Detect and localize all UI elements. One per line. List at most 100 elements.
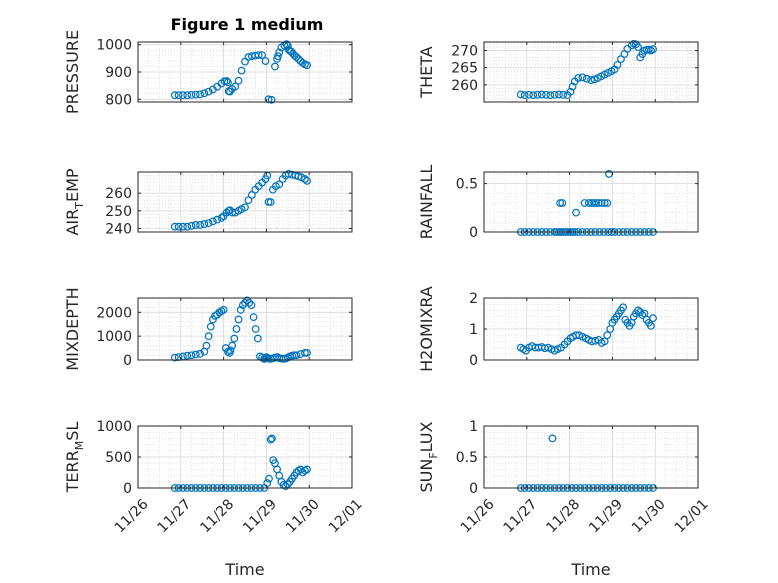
data-point [572, 208, 580, 217]
y-axis-label: TERRMSL [63, 422, 86, 494]
data-point [520, 91, 529, 100]
data-point [638, 311, 647, 319]
panel-rainfall: 0 0.5 RAINFALL [417, 165, 699, 241]
x-tick-label: 12/01 [326, 496, 366, 536]
data-point [516, 90, 525, 99]
panel-h2omixra: 0 1 2 H2OMIXRA [417, 286, 699, 372]
data-point [206, 322, 215, 331]
data-point [558, 199, 567, 207]
data-point [204, 219, 213, 228]
data-point [542, 90, 550, 99]
data-point [200, 220, 209, 228]
data-point [236, 306, 245, 314]
data-point [202, 341, 211, 350]
y-tick-label: 270 [451, 44, 478, 60]
data-point [234, 76, 243, 85]
y-axis-label: SUNFLUX [417, 421, 440, 492]
data-point [597, 199, 606, 207]
data-point [600, 199, 609, 207]
data-point [245, 298, 254, 307]
data-point [234, 315, 243, 324]
axes-box [483, 171, 699, 233]
data-point [208, 217, 217, 226]
data-point [294, 55, 303, 63]
figure-title: Figure 1 medium [171, 15, 324, 34]
y-tick-label: 2 [469, 291, 478, 307]
data-point [266, 198, 275, 206]
data-point [281, 482, 290, 491]
y-tick-label: 260 [451, 78, 478, 94]
data-point [223, 78, 232, 87]
data-point [587, 76, 595, 84]
y-axis-label: THETA [417, 46, 436, 98]
data-point [303, 176, 311, 185]
data-point [179, 222, 187, 231]
y-tick-label: 1000 [96, 38, 132, 54]
data-point [582, 74, 591, 83]
data-point [590, 75, 599, 84]
data-point [594, 199, 603, 207]
data-point [191, 221, 200, 229]
y-tick-label: 0 [123, 481, 132, 497]
data-point [566, 87, 575, 96]
y-tick-label: 240 [105, 221, 132, 237]
y-tick-label: 800 [105, 92, 132, 108]
data-point [232, 325, 241, 333]
data-point [174, 222, 183, 231]
data-point [574, 74, 583, 82]
data-point [555, 90, 563, 99]
data-point [619, 303, 627, 312]
data-point [187, 91, 196, 99]
data-point [578, 73, 587, 82]
data-point [237, 66, 246, 75]
y-tick-label: 900 [105, 65, 132, 81]
data-point [649, 314, 657, 323]
data-point [222, 77, 231, 85]
y-tick-label: 265 [451, 61, 478, 77]
y-tick-label: 1 [469, 419, 478, 435]
data-point [613, 61, 622, 69]
data-point [241, 203, 249, 212]
data-point [533, 90, 542, 99]
panel-terrmsl: 0 500 1000 TERRMSL 11/26 11/27 11/28 11/29 11/30… [63, 419, 366, 579]
axes-box [137, 171, 353, 233]
x-tick-label: 11/28 [197, 496, 237, 536]
data-point [275, 48, 284, 57]
data-point [258, 51, 267, 59]
data-point [247, 191, 256, 199]
x-tick-label: 11/27 [501, 496, 541, 536]
y-axis-label: PRESSURE [63, 30, 82, 114]
data-point [243, 296, 252, 305]
data-point [183, 351, 192, 360]
data-point [301, 348, 309, 357]
data-point [213, 215, 222, 224]
axes-box [483, 41, 699, 103]
data-point [183, 91, 192, 100]
data-point [271, 62, 279, 71]
data-point [230, 334, 239, 343]
x-tick-label: 11/29 [240, 496, 280, 536]
data-point [217, 213, 226, 222]
data-point [253, 334, 262, 343]
x-tick-label: 11/27 [155, 496, 195, 536]
y-tick-label: 2000 [96, 305, 132, 321]
data-point [275, 180, 284, 189]
data-point [170, 222, 179, 231]
data-point [603, 199, 612, 207]
data-point [228, 341, 237, 350]
series-points [170, 40, 311, 104]
data-point [592, 199, 601, 207]
data-point [546, 91, 555, 100]
data-point [603, 331, 612, 340]
data-point [634, 306, 642, 315]
y-tick-label: 0 [123, 353, 132, 369]
data-point [649, 45, 657, 54]
data-point [529, 91, 538, 100]
data-point [634, 43, 642, 52]
data-point [267, 95, 276, 104]
data-point [226, 346, 235, 355]
data-point [303, 61, 311, 70]
